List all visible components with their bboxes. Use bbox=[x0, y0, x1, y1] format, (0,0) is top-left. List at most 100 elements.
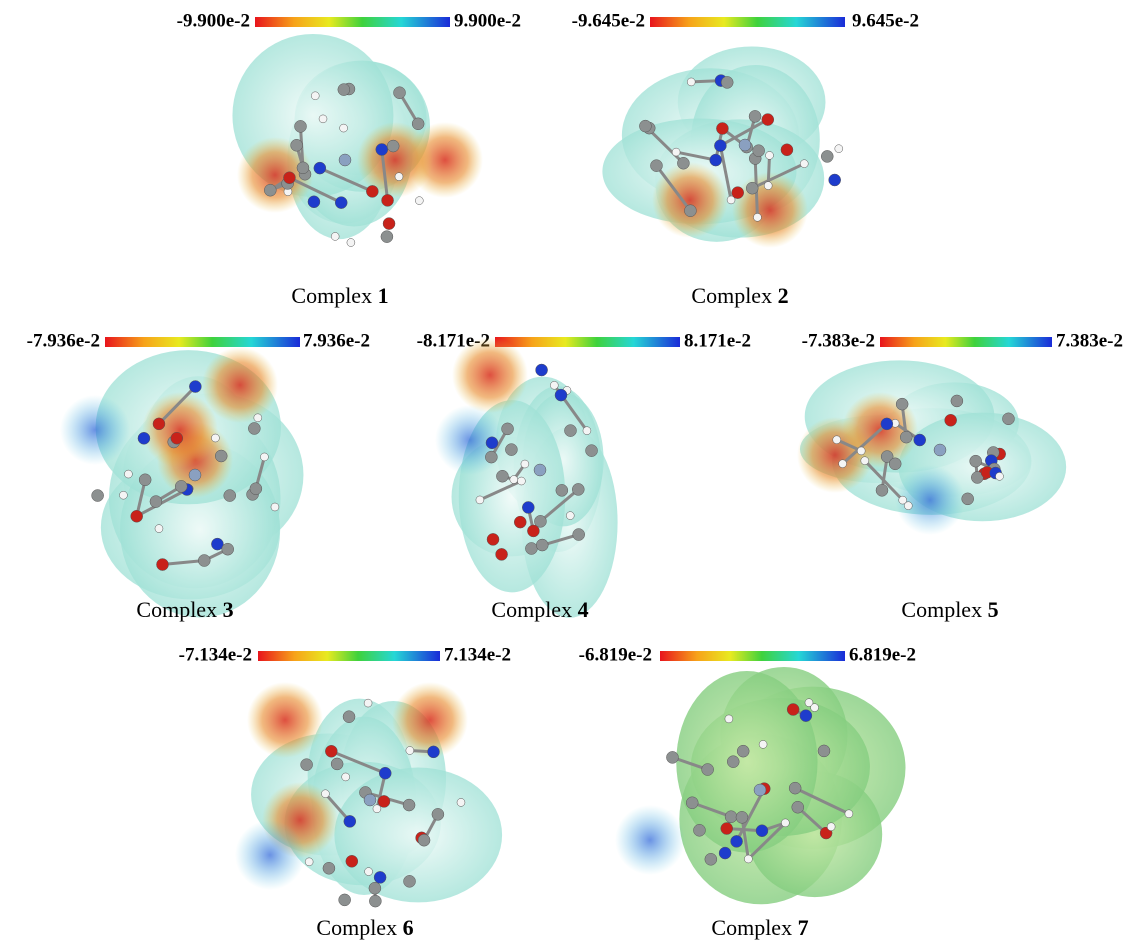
atom bbox=[737, 745, 749, 757]
atom bbox=[962, 493, 974, 505]
atom bbox=[857, 447, 865, 455]
atom bbox=[346, 855, 358, 867]
atom bbox=[800, 710, 812, 722]
atom bbox=[153, 418, 165, 430]
surface-negative bbox=[247, 682, 323, 758]
atom bbox=[829, 174, 841, 186]
atom bbox=[787, 703, 799, 715]
molecule bbox=[60, 347, 303, 617]
atom bbox=[736, 811, 748, 823]
colorbar-max-label: 8.171e-2 bbox=[684, 330, 751, 351]
colorbar bbox=[105, 337, 300, 347]
atom bbox=[139, 474, 151, 486]
atom bbox=[677, 157, 689, 169]
atom bbox=[305, 858, 313, 866]
atom bbox=[338, 84, 350, 96]
atom bbox=[347, 239, 355, 247]
atom bbox=[583, 427, 591, 435]
colorbar bbox=[660, 651, 845, 661]
atom bbox=[789, 782, 801, 794]
atom bbox=[215, 450, 227, 462]
surface-positive bbox=[60, 395, 130, 465]
atom bbox=[321, 790, 329, 798]
atom bbox=[899, 496, 907, 504]
atom bbox=[387, 140, 399, 152]
atom bbox=[818, 745, 830, 757]
atom bbox=[369, 882, 381, 894]
atom bbox=[366, 185, 378, 197]
atom bbox=[900, 431, 912, 443]
caption-text: Complex bbox=[136, 597, 217, 622]
panel: -6.819e-26.819e-2Complex 7 bbox=[579, 644, 916, 940]
surface-negative bbox=[452, 337, 528, 413]
atom bbox=[198, 555, 210, 567]
caption: Complex 6 bbox=[316, 915, 413, 940]
atom bbox=[505, 444, 517, 456]
atom bbox=[876, 484, 888, 496]
caption-number: 2 bbox=[778, 283, 789, 308]
atom bbox=[340, 124, 348, 132]
atom bbox=[731, 835, 743, 847]
atom bbox=[721, 823, 733, 835]
atom bbox=[457, 798, 465, 806]
atom bbox=[381, 231, 393, 243]
atom bbox=[725, 715, 733, 723]
atom bbox=[970, 455, 982, 467]
caption-text: Complex bbox=[291, 283, 372, 308]
atom bbox=[156, 559, 168, 571]
metal-atom bbox=[189, 469, 201, 481]
molecule bbox=[235, 682, 502, 907]
surface-positive bbox=[235, 820, 305, 890]
atom bbox=[550, 381, 558, 389]
atom bbox=[914, 434, 926, 446]
atom bbox=[260, 453, 268, 461]
panel: -7.936e-27.936e-2Complex 3 bbox=[27, 330, 370, 622]
atom bbox=[382, 194, 394, 206]
atom bbox=[432, 808, 444, 820]
molecule bbox=[435, 337, 618, 618]
colorbar-max-label: 9.900e-2 bbox=[454, 10, 521, 31]
atom bbox=[364, 699, 372, 707]
atom bbox=[428, 746, 440, 758]
atom bbox=[311, 92, 319, 100]
atom bbox=[496, 470, 508, 482]
atom bbox=[369, 895, 381, 907]
atom bbox=[666, 751, 678, 763]
atom bbox=[522, 501, 534, 513]
atom bbox=[395, 173, 403, 181]
atom bbox=[835, 145, 843, 153]
atom bbox=[365, 868, 373, 876]
caption-text: Complex bbox=[691, 283, 772, 308]
atom bbox=[686, 797, 698, 809]
colorbar-min-label: -7.134e-2 bbox=[179, 644, 252, 665]
atom bbox=[800, 160, 808, 168]
atom bbox=[211, 434, 219, 442]
atom bbox=[378, 795, 390, 807]
atom bbox=[725, 811, 737, 823]
atom bbox=[687, 78, 695, 86]
atom bbox=[566, 512, 574, 520]
panel: -9.900e-29.900e-2Complex 1 bbox=[177, 10, 521, 308]
caption-number: 1 bbox=[378, 283, 389, 308]
atom bbox=[323, 862, 335, 874]
molecule bbox=[615, 667, 905, 904]
atom bbox=[222, 543, 234, 555]
atom bbox=[412, 118, 424, 130]
atom bbox=[264, 184, 276, 196]
atom bbox=[476, 496, 484, 504]
atom bbox=[764, 182, 772, 190]
atom bbox=[861, 457, 869, 465]
atom bbox=[753, 145, 765, 157]
atom bbox=[762, 114, 774, 126]
atom bbox=[254, 414, 262, 422]
atom bbox=[319, 115, 327, 123]
caption-number: 5 bbox=[988, 597, 999, 622]
atom bbox=[314, 162, 326, 174]
atom bbox=[821, 150, 833, 162]
atom bbox=[792, 801, 804, 813]
atom bbox=[714, 140, 726, 152]
atom bbox=[297, 162, 309, 174]
caption: Complex 4 bbox=[491, 597, 588, 622]
colorbar-max-label: 6.819e-2 bbox=[849, 644, 916, 665]
